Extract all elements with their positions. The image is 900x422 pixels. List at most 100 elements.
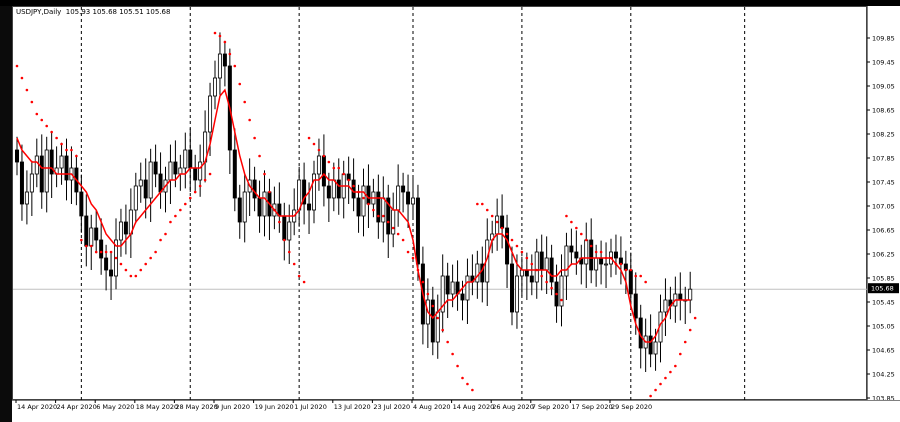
sar-dot xyxy=(228,52,232,56)
sar-dot xyxy=(198,184,202,188)
candle-body xyxy=(500,215,505,229)
candle-body xyxy=(415,197,420,265)
time-tick-label: 23 Jul 2020 xyxy=(373,403,410,411)
sar-dot xyxy=(332,166,336,170)
candle-body xyxy=(331,179,336,199)
sar-dot xyxy=(119,262,123,266)
candle-body xyxy=(133,185,138,211)
sar-dot xyxy=(233,64,237,68)
candle-body xyxy=(49,149,54,175)
sar-dot xyxy=(20,76,24,80)
price-tick-label: 106.25 xyxy=(872,251,895,259)
sar-dot xyxy=(644,280,647,284)
price-tick-label: 108.25 xyxy=(872,131,895,139)
candle-body xyxy=(15,149,20,163)
candle-body xyxy=(282,215,287,241)
sar-dot xyxy=(693,316,697,320)
sar-dot xyxy=(654,388,657,392)
sar-dot xyxy=(243,100,246,104)
sar-dot xyxy=(683,340,687,344)
sar-dot xyxy=(75,154,78,158)
sar-dot xyxy=(50,130,53,134)
plot-area[interactable] xyxy=(12,6,868,401)
candle-body xyxy=(19,161,24,205)
price-axis[interactable]: 109.85 109.45 109.05 108.65 108.25 107.85 107.… xyxy=(866,6,900,403)
candle-body xyxy=(252,179,257,199)
price-tick-label: 106.65 xyxy=(872,227,895,235)
candle-body xyxy=(569,245,574,253)
candle-body xyxy=(321,155,326,187)
candle-body xyxy=(64,155,69,181)
candle-body xyxy=(465,275,470,301)
sar-dot xyxy=(461,376,464,380)
candle-body xyxy=(287,221,292,241)
candle-body xyxy=(183,149,188,169)
candle-body xyxy=(450,281,455,295)
sar-dot xyxy=(218,34,222,38)
sar-dot xyxy=(85,244,88,248)
sar-dot xyxy=(604,256,608,260)
sar-dot xyxy=(664,376,667,380)
candle-body xyxy=(401,185,406,193)
price-chart-canvas xyxy=(13,7,868,401)
sar-dot xyxy=(312,142,316,146)
candle-body xyxy=(262,191,267,217)
candle-body xyxy=(242,191,247,223)
candle-body xyxy=(406,191,411,205)
candle-body xyxy=(549,257,554,283)
price-tick-label: 104.25 xyxy=(872,371,895,379)
candle-body xyxy=(307,203,312,211)
candle-body xyxy=(118,221,123,241)
sar-dot xyxy=(545,280,548,284)
sar-dot xyxy=(421,280,425,284)
sar-dot xyxy=(476,202,479,206)
candle-body xyxy=(559,275,564,307)
time-axis[interactable]: 14 Apr 2020 24 Apr 2020 6 May 2020 18 May 2… xyxy=(12,399,900,422)
sar-dot xyxy=(580,232,583,236)
sar-dot xyxy=(203,178,207,182)
candle-body xyxy=(663,299,668,313)
sar-dot xyxy=(263,172,266,176)
sar-dot xyxy=(570,220,573,224)
sar-dot xyxy=(174,214,177,218)
sar-dot xyxy=(15,64,19,68)
time-tick-label: 6 May 2020 xyxy=(96,403,134,411)
candle-body xyxy=(391,209,396,235)
time-tick-label: 18 May 2020 xyxy=(136,403,178,411)
candle-body xyxy=(94,227,99,241)
candle-body xyxy=(302,179,307,205)
candle-body xyxy=(574,251,579,259)
sar-dot xyxy=(109,250,113,254)
sar-dot xyxy=(377,214,380,218)
candle-body xyxy=(193,167,198,181)
price-tick-label: 105.85 xyxy=(872,275,895,283)
time-tick-label: 17 Sep 2020 xyxy=(571,403,612,411)
candle-body xyxy=(237,197,242,223)
candle-body xyxy=(505,227,510,265)
sar-dot xyxy=(540,274,543,278)
sar-dot xyxy=(208,172,212,176)
candle-body xyxy=(173,161,178,175)
sar-dot xyxy=(505,232,509,236)
candle-body xyxy=(208,95,213,133)
sar-dot xyxy=(560,298,563,302)
price-tick-label: 107.85 xyxy=(872,155,895,163)
sar-dot xyxy=(60,142,63,146)
sar-dot xyxy=(495,220,499,224)
price-tick-label: 105.45 xyxy=(872,299,895,307)
time-axis-canvas: 14 Apr 2020 24 Apr 2020 6 May 2020 18 May 2… xyxy=(12,399,900,411)
candle-body xyxy=(648,335,653,355)
price-tick-label: 103.85 xyxy=(872,395,895,401)
sar-dot xyxy=(322,154,326,158)
current-price-label: 105.68 xyxy=(871,285,894,293)
price-tick-label: 109.85 xyxy=(872,35,895,43)
sar-dot xyxy=(292,262,296,266)
sar-dot xyxy=(149,256,152,260)
candle-body xyxy=(212,77,217,97)
candle-body xyxy=(396,185,401,211)
candle-body xyxy=(376,191,381,223)
candle-body xyxy=(351,179,356,199)
sar-dot xyxy=(391,226,395,230)
sar-dot xyxy=(535,268,539,272)
